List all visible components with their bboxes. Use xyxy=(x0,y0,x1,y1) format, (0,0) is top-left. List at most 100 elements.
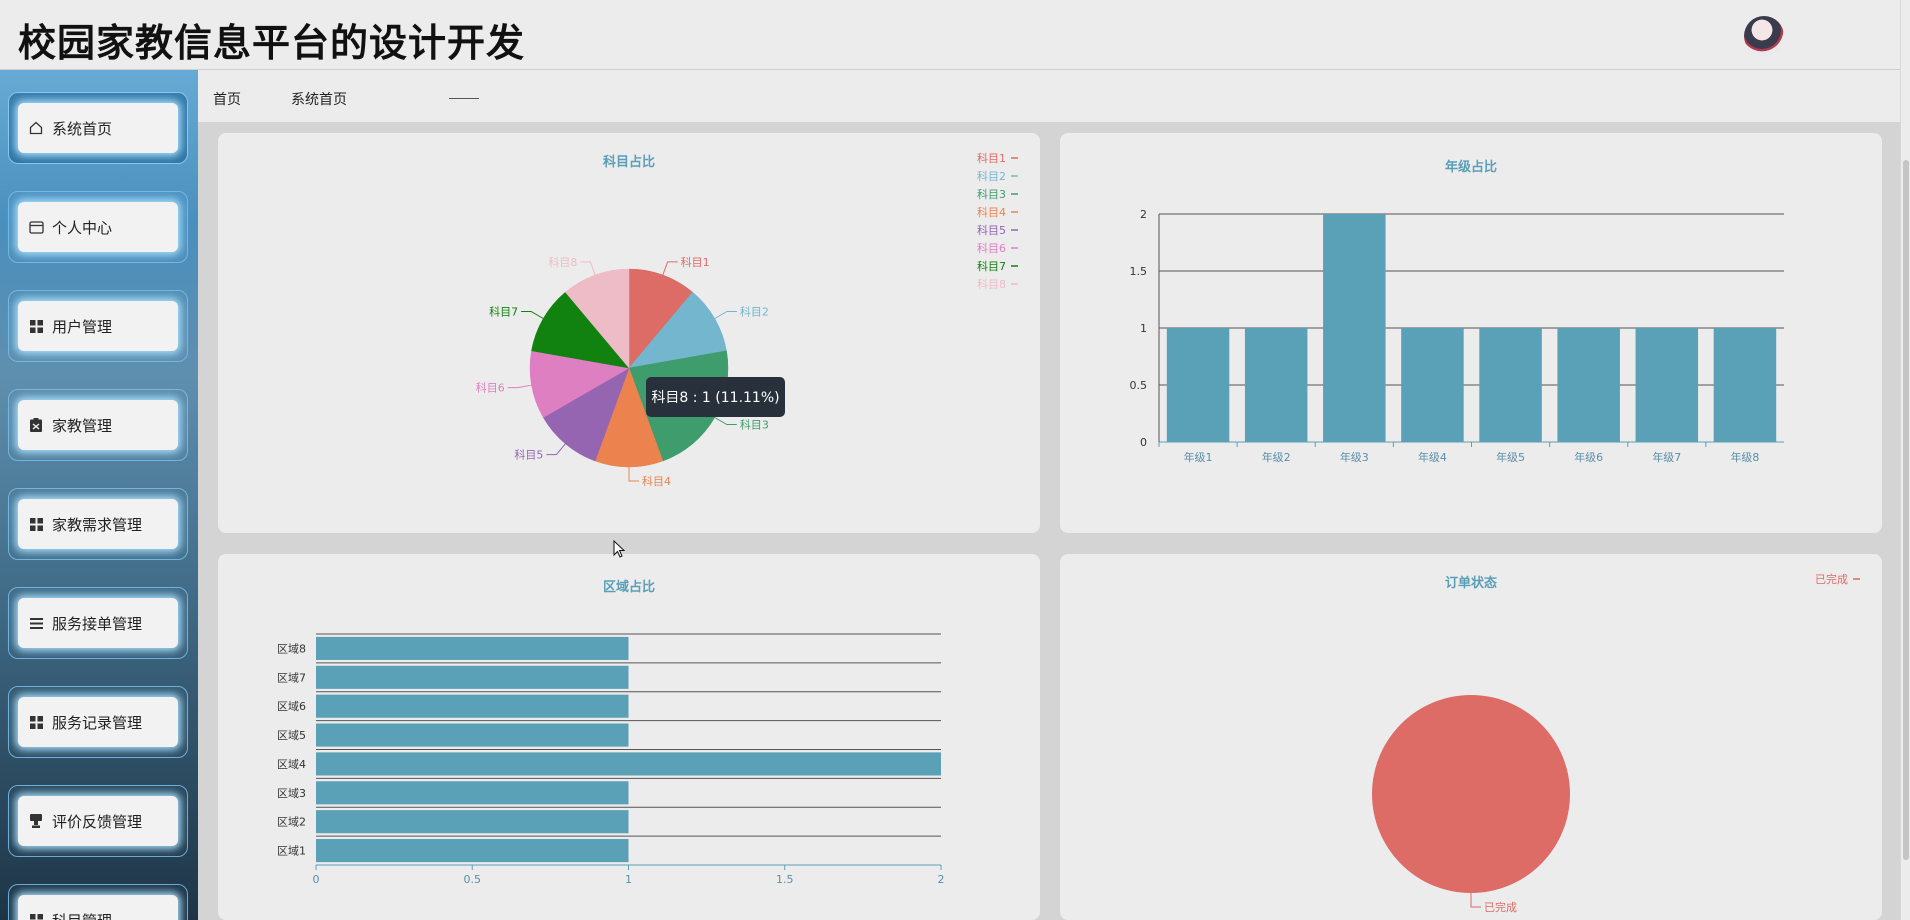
pie-label: 科目8 xyxy=(548,255,577,269)
sidebar-item-label: 科目管理 xyxy=(52,910,112,920)
sidebar-item-user-management[interactable]: 用户管理 xyxy=(8,290,188,362)
bar xyxy=(1166,328,1230,442)
y-tick-label: 0.5 xyxy=(1130,379,1148,392)
bar xyxy=(1635,328,1699,442)
sidebar-item-label: 个人中心 xyxy=(52,218,113,237)
y-tick-label: 区域2 xyxy=(277,816,306,829)
pie-label: 科目6 xyxy=(476,381,505,395)
x-tick-label: 1 xyxy=(625,873,632,886)
pie-slice xyxy=(628,268,693,369)
y-tick-label: 区域8 xyxy=(277,642,306,655)
pie-slice xyxy=(542,367,630,462)
breadcrumb-current: 系统首页 xyxy=(291,92,347,108)
y-tick-label: 区域5 xyxy=(277,729,306,742)
pie-label-line xyxy=(714,417,737,425)
legend-label: 科目8 xyxy=(977,277,1006,291)
legend-label: 科目2 xyxy=(977,169,1006,183)
bar xyxy=(1323,214,1386,442)
pie-label-line xyxy=(580,261,596,276)
x-tick-label: 年级6 xyxy=(1574,450,1603,464)
bar xyxy=(316,752,941,776)
page-scrollbar[interactable] xyxy=(1900,0,1910,920)
pie-label-line xyxy=(507,384,532,389)
sidebar-item-subject-management[interactable]: 科目管理 xyxy=(8,884,188,920)
order-status-chart-card: 订单状态 已完成 已完成 xyxy=(1060,554,1882,920)
pie-label: 科目4 xyxy=(642,474,671,488)
y-tick-label: 区域1 xyxy=(277,845,306,858)
y-tick-label: 2 xyxy=(1140,208,1147,221)
sidebar-item-label: 服务记录管理 xyxy=(52,713,143,732)
chart-title: 科目占比 xyxy=(602,155,655,170)
chart-title: 年级占比 xyxy=(1444,160,1497,175)
sidebar-item-feedback[interactable]: 评价反馈管理 xyxy=(8,785,188,857)
chart-title: 订单状态 xyxy=(1444,576,1497,591)
grade-bar-chart: 0 0.5 1 1.5 2 年级1 年级2 年级3 年级4 年级5 年级6 年级7 年级8 xyxy=(1130,208,1784,464)
sidebar-item-label: 家教需求管理 xyxy=(52,515,143,534)
pie-label: 科目5 xyxy=(514,448,543,462)
x-tick-label: 年级2 xyxy=(1262,450,1291,464)
bar xyxy=(316,723,629,747)
grid-icon xyxy=(28,318,44,334)
subject-chart-card: 科目占比 科目1 科目2 科目3 科目4 科目5 科目6 科目7 科目8 科目1 科目2 科目3 科目… xyxy=(218,133,1040,533)
sidebar-item-label: 家教管理 xyxy=(52,416,113,435)
sidebar-item-label: 服务接单管理 xyxy=(52,614,143,633)
breadcrumb-separator xyxy=(449,98,479,99)
sidebar-button-subject-management[interactable]: 科目管理 xyxy=(18,895,178,920)
x-tick-label: 年级1 xyxy=(1184,450,1213,464)
subject-pie-chart: 科目1 科目2 科目3 科目4 科目5 科目6 科目7 科目8 科目1 科目2 科目3 科目4 科目5 科… xyxy=(476,151,1018,488)
chart-tooltip: 科目8 : 1 (11.11%) xyxy=(646,377,785,417)
pie-slice xyxy=(531,291,630,369)
pie-slice xyxy=(1372,695,1570,893)
legend-label: 科目5 xyxy=(977,223,1006,237)
x-tick-label: 1.5 xyxy=(776,873,794,886)
pie-slice xyxy=(529,350,630,418)
sidebar-item-tutor-demand[interactable]: 家教需求管理 xyxy=(8,488,188,560)
list-icon xyxy=(28,615,44,631)
grid-icon xyxy=(28,714,44,730)
y-tick-label: 1 xyxy=(1140,322,1147,335)
breadcrumb-home[interactable]: 首页 xyxy=(213,92,241,108)
sidebar-button-service-records[interactable]: 服务记录管理 xyxy=(18,697,178,747)
sidebar-item-personal-center[interactable]: 个人中心 xyxy=(8,191,188,263)
breadcrumb: 首页 系统首页 xyxy=(198,70,1900,122)
legend-label: 科目3 xyxy=(977,187,1006,201)
pie-label: 科目3 xyxy=(740,418,769,432)
region-bar-chart: 区域1 区域2 区域3 区域4 区域5 区域6 区域7 区域8 0 0.5 1 1.5 2 xyxy=(277,633,945,886)
sidebar-item-tutor-management[interactable]: 家教管理 xyxy=(8,389,188,461)
sidebar-button-service-orders[interactable]: 服务接单管理 xyxy=(18,598,178,648)
pie-label-line xyxy=(1470,893,1481,908)
grid-icon xyxy=(28,516,44,532)
bar xyxy=(316,810,629,834)
y-tick-label: 区域4 xyxy=(277,758,306,771)
sidebar-item-home[interactable]: 系统首页 xyxy=(8,92,188,164)
bar xyxy=(1479,328,1542,442)
bar xyxy=(316,694,629,718)
pie-label-line xyxy=(521,311,544,319)
user-avatar[interactable] xyxy=(1744,16,1784,56)
bar xyxy=(1557,328,1620,442)
card-icon xyxy=(28,219,44,235)
region-chart-card: 区域占比 区域1 区域2 区域3 区域4 区域5 区域6 区域7 区域8 0 0.5 1 1.5 2 xyxy=(218,554,1040,920)
y-tick-label: 区域3 xyxy=(277,787,306,800)
x-tick-label: 年级7 xyxy=(1652,450,1681,464)
sidebar-button-user-management[interactable]: 用户管理 xyxy=(18,301,178,351)
sidebar-button-feedback[interactable]: 评价反馈管理 xyxy=(18,796,178,846)
pie-label: 科目2 xyxy=(740,305,769,319)
sidebar-button-tutor-management[interactable]: 家教管理 xyxy=(18,400,178,450)
y-tick-label: 区域7 xyxy=(277,671,306,684)
sidebar-item-service-records[interactable]: 服务记录管理 xyxy=(8,686,188,758)
sidebar-button-personal-center[interactable]: 个人中心 xyxy=(18,202,178,252)
sidebar-button-home[interactable]: 系统首页 xyxy=(18,103,178,153)
sidebar-button-tutor-demand[interactable]: 家教需求管理 xyxy=(18,499,178,549)
sidebar: 系统首页 个人中心 用户管理 家教管理 xyxy=(0,70,198,920)
legend-label: 已完成 xyxy=(1815,572,1848,586)
pie-label: 科目1 xyxy=(681,255,710,269)
scrollbar-thumb[interactable] xyxy=(1903,160,1909,860)
pie-label-line xyxy=(546,443,566,456)
grid-icon xyxy=(28,912,44,920)
x-tick-label: 年级8 xyxy=(1730,450,1759,464)
sidebar-item-service-orders[interactable]: 服务接单管理 xyxy=(8,587,188,659)
legend-label: 科目4 xyxy=(977,205,1006,219)
pie-label-line xyxy=(628,467,639,482)
